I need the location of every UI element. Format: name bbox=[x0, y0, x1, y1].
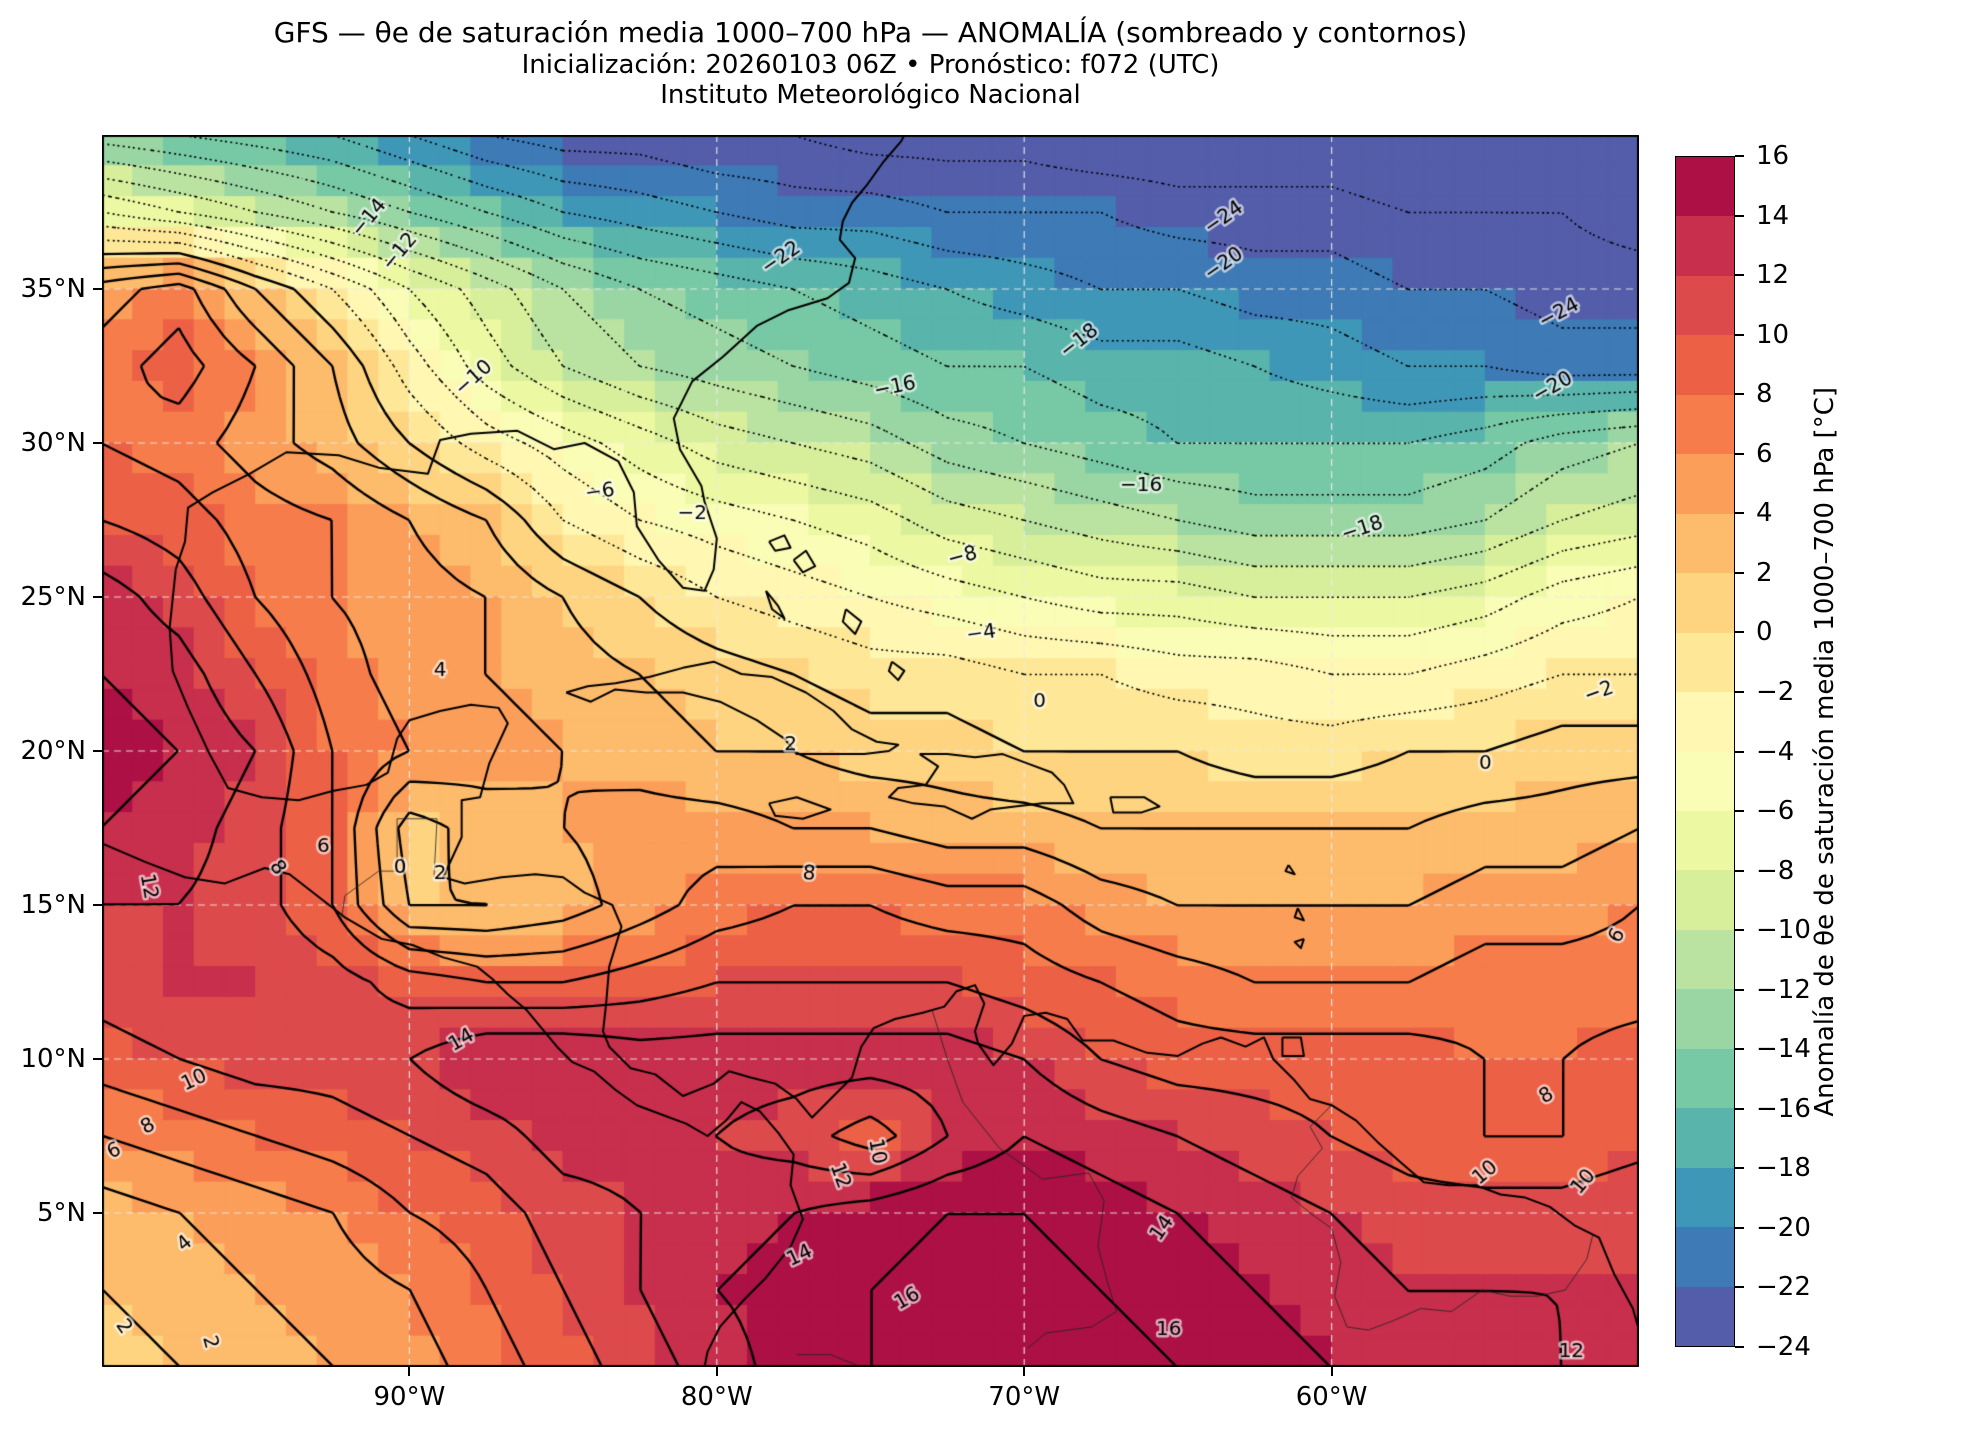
colorbar-segment bbox=[1676, 1167, 1734, 1228]
colorbar-segment bbox=[1676, 1227, 1734, 1287]
colorbar-tick-label: −16 bbox=[1756, 1093, 1811, 1124]
colorbar-tick-label: 10 bbox=[1756, 319, 1790, 350]
colorbar-tick-label: −10 bbox=[1756, 915, 1811, 946]
colorbar-tick-mark bbox=[1735, 690, 1744, 693]
chart-subtitle-init-forecast: Inicialización: 20260103 06Z • Pronóstic… bbox=[521, 50, 1220, 80]
lon-tick-label: 70°W bbox=[988, 1382, 1061, 1412]
lon-tick-mark bbox=[1330, 1367, 1333, 1376]
colorbar-segment bbox=[1676, 513, 1734, 574]
colorbar-segment bbox=[1676, 335, 1734, 395]
colorbar-tick-mark bbox=[1735, 214, 1744, 217]
lat-tick-label: 5°N bbox=[37, 1198, 86, 1228]
colorbar-tick-label: −4 bbox=[1756, 736, 1795, 767]
colorbar-segment bbox=[1676, 216, 1734, 276]
lat-tick-mark bbox=[93, 1212, 102, 1214]
colorbar-tick-label: 4 bbox=[1756, 498, 1773, 529]
colorbar-tick-label: 8 bbox=[1756, 379, 1773, 410]
colorbar-tick-mark bbox=[1735, 810, 1744, 813]
map-plot-area bbox=[102, 135, 1639, 1367]
colorbar-tick-label: −22 bbox=[1756, 1272, 1811, 1303]
colorbar-tick-label: 12 bbox=[1756, 260, 1790, 291]
colorbar-segment bbox=[1676, 454, 1734, 514]
colorbar-tick-mark bbox=[1735, 1346, 1744, 1348]
lon-tick-mark bbox=[1023, 1367, 1026, 1376]
colorbar-tick-mark bbox=[1735, 631, 1744, 634]
lat-tick-label: 20°N bbox=[20, 736, 86, 766]
colorbar-tick-label: −24 bbox=[1756, 1332, 1811, 1362]
colorbar-tick-mark bbox=[1735, 274, 1744, 277]
colorbar-segment bbox=[1676, 1108, 1734, 1168]
colorbar-segment bbox=[1676, 157, 1734, 217]
colorbar-tick-mark bbox=[1735, 452, 1744, 455]
colorbar-tick-label: 2 bbox=[1756, 557, 1773, 588]
colorbar-segment bbox=[1676, 632, 1734, 693]
lat-tick-label: 35°N bbox=[20, 274, 86, 304]
colorbar-segment bbox=[1676, 1048, 1734, 1109]
colorbar-tick-mark bbox=[1735, 1226, 1744, 1229]
colorbar-tick-mark bbox=[1735, 1286, 1744, 1289]
lat-tick-label: 25°N bbox=[20, 582, 86, 612]
colorbar-segment bbox=[1676, 989, 1734, 1049]
colorbar-tick-label: 6 bbox=[1756, 438, 1773, 469]
colorbar-tick-mark bbox=[1735, 571, 1744, 574]
lon-tick-mark bbox=[715, 1367, 718, 1376]
colorbar-segment bbox=[1676, 870, 1734, 930]
colorbar-tick-mark bbox=[1735, 750, 1744, 753]
colorbar-tick-label: −6 bbox=[1756, 796, 1795, 827]
colorbar-tick-label: −12 bbox=[1756, 974, 1811, 1005]
lat-tick-mark bbox=[93, 442, 102, 444]
lat-tick-mark bbox=[93, 288, 102, 290]
colorbar-tick-mark bbox=[1735, 155, 1744, 157]
lat-tick-label: 30°N bbox=[20, 428, 86, 458]
colorbar-segment bbox=[1676, 751, 1734, 811]
lon-tick-label: 90°W bbox=[373, 1382, 446, 1412]
colorbar-tick-label: −18 bbox=[1756, 1153, 1811, 1184]
colorbar-tick-mark bbox=[1735, 1048, 1744, 1051]
lat-tick-mark bbox=[93, 750, 102, 752]
chart-title: GFS — θe de saturación media 1000–700 hP… bbox=[273, 16, 1468, 49]
colorbar-tick-label: −14 bbox=[1756, 1034, 1811, 1065]
lat-tick-label: 15°N bbox=[20, 890, 86, 920]
colorbar-segment bbox=[1676, 929, 1734, 990]
lat-tick-mark bbox=[93, 596, 102, 598]
lon-tick-mark bbox=[408, 1367, 411, 1376]
colorbar-segment bbox=[1676, 810, 1734, 871]
lon-tick-label: 80°W bbox=[680, 1382, 753, 1412]
colorbar-tick-label: −8 bbox=[1756, 855, 1795, 886]
chart-subtitle-institute: Instituto Meteorológico Nacional bbox=[660, 80, 1081, 110]
colorbar-tick-label: −20 bbox=[1756, 1212, 1811, 1243]
colorbar-tick-mark bbox=[1735, 988, 1744, 991]
colorbar-segment bbox=[1676, 692, 1734, 752]
colorbar-segment bbox=[1676, 573, 1734, 633]
colorbar-segment bbox=[1676, 1286, 1734, 1347]
colorbar-segment bbox=[1676, 275, 1734, 336]
colorbar-segment bbox=[1676, 394, 1734, 455]
colorbar-tick-mark bbox=[1735, 1167, 1744, 1170]
lon-tick-label: 60°W bbox=[1295, 1382, 1368, 1412]
colorbar-tick-mark bbox=[1735, 333, 1744, 336]
colorbar-tick-label: 14 bbox=[1756, 200, 1790, 231]
lat-tick-label: 10°N bbox=[20, 1044, 86, 1074]
colorbar-axis-label: Anomalía de θe de saturación media 1000–… bbox=[1810, 386, 1840, 1117]
colorbar-tick-mark bbox=[1735, 869, 1744, 872]
colorbar-tick-mark bbox=[1735, 1107, 1744, 1110]
colorbar bbox=[1675, 156, 1735, 1347]
colorbar-tick-mark bbox=[1735, 929, 1744, 932]
colorbar-tick-mark bbox=[1735, 393, 1744, 396]
lat-tick-mark bbox=[93, 1058, 102, 1060]
colorbar-tick-label: −2 bbox=[1756, 676, 1795, 707]
colorbar-tick-label: 16 bbox=[1756, 141, 1790, 171]
lat-tick-mark bbox=[93, 904, 102, 906]
colorbar-tick-mark bbox=[1735, 512, 1744, 515]
colorbar-tick-label: 0 bbox=[1756, 617, 1773, 648]
